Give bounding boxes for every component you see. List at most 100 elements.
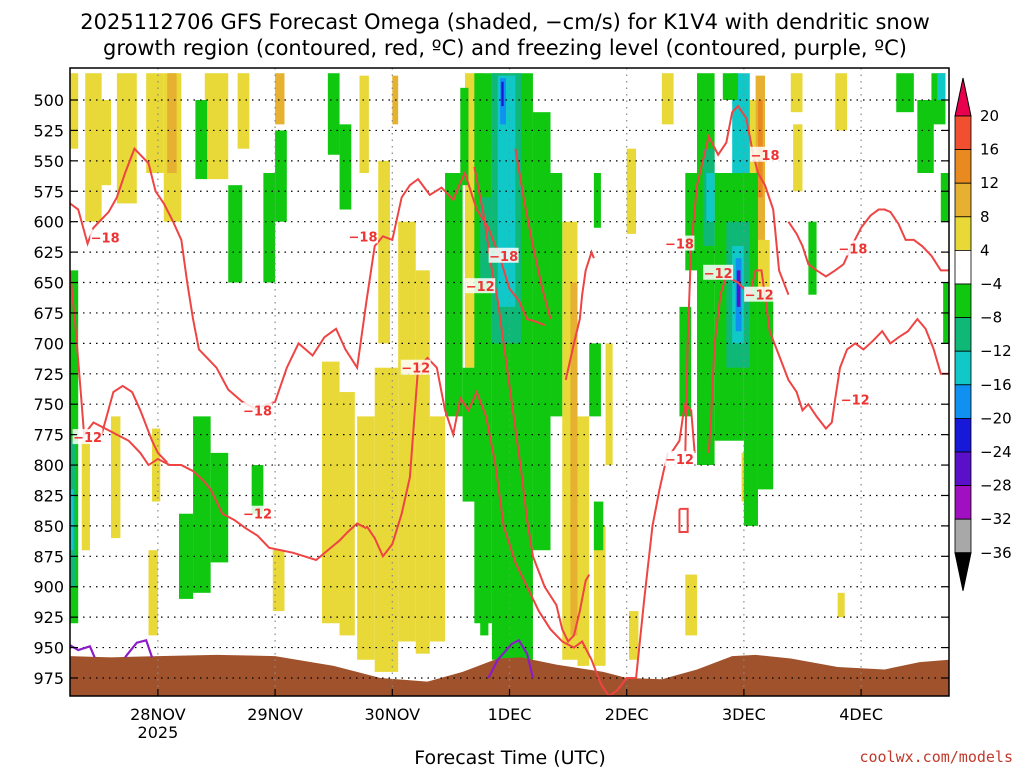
omega-region-61 <box>445 173 463 417</box>
omega-region-46 <box>70 73 79 149</box>
omega-region-31 <box>577 623 585 666</box>
omega-region-28 <box>593 525 606 666</box>
omega-region-65 <box>532 112 551 551</box>
omega-region-10 <box>152 428 161 502</box>
colorbar: 20 16 12 8 4 −4 −8 −12 −16 −20 −24 −28 −32 −36 <box>954 77 1012 591</box>
dgz-contour-2 <box>100 384 168 464</box>
colorbar-label-1: 16 <box>980 141 999 159</box>
y-tick-label-650: 650 <box>33 274 64 293</box>
dgz-label-bg-7-0 <box>664 450 695 466</box>
colorbar-label-2: 12 <box>980 174 999 192</box>
omega-region-26 <box>577 416 590 666</box>
omega-region-76 <box>685 173 698 271</box>
x-tick-sublabel-28NOV: 2025 <box>138 723 179 742</box>
omega-region-48 <box>228 185 243 283</box>
x-tick-label-3DEC: 3DEC <box>722 705 766 724</box>
freezing-level-2 <box>487 638 535 679</box>
omega-region-5 <box>204 73 229 180</box>
y-tick-label-850: 850 <box>33 517 64 536</box>
dgz-contour-10 <box>678 507 689 533</box>
dgz-label-bg-8-0 <box>664 235 695 251</box>
dgz-label-9-1: −12 <box>745 289 774 304</box>
y-tick-label-600: 600 <box>33 213 64 232</box>
dgz-label-8-0: −18 <box>665 238 694 253</box>
colorbar-swatch-1 <box>954 115 972 150</box>
dgz-contour-layer <box>70 104 949 696</box>
omega-region-88 <box>722 73 739 100</box>
omega-region-37 <box>757 239 770 295</box>
omega-region-18 <box>415 270 430 654</box>
omega-region-33 <box>626 148 637 234</box>
dgz-label-bg-5-0 <box>465 278 496 294</box>
omega-region-44 <box>275 73 285 125</box>
dgz-label-7-0: −12 <box>665 453 694 468</box>
dgz-label-bg-4-0 <box>400 359 431 375</box>
dgz-label-bg-9-1 <box>744 286 775 302</box>
x-tick-label-2DEC: 2DEC <box>605 705 649 724</box>
y-tick-label-875: 875 <box>33 547 64 566</box>
omega-region-94 <box>940 173 949 222</box>
colorbar-label-7: −12 <box>980 342 1012 360</box>
colorbar-swatch-9 <box>954 384 972 419</box>
omega-region-47 <box>195 100 208 180</box>
dgz-contour-5 <box>473 166 591 644</box>
colorbar-label-3: 8 <box>980 208 990 226</box>
omega-region-8 <box>111 416 121 539</box>
dgz-label-0-0: −18 <box>91 232 120 247</box>
dgz-contour-8 <box>684 104 790 453</box>
omega-region-52 <box>339 124 352 210</box>
dgz-contour-3 <box>260 170 546 408</box>
ground-terrain-layer <box>70 654 949 696</box>
dgz-label-0-1: −18 <box>243 404 272 419</box>
y-tick-label-975: 975 <box>33 669 64 688</box>
dgz-contour-12 <box>834 317 949 399</box>
omega-region-55 <box>70 489 74 551</box>
omega-region-59 <box>251 465 264 514</box>
y-tick-label-800: 800 <box>33 456 64 475</box>
chart-title-line-2: growth region (contoured, red, ºC) and f… <box>103 36 907 60</box>
omega-region-89 <box>808 221 817 295</box>
dgz-contour-6 <box>564 249 595 381</box>
colorbar-label-9: −20 <box>980 409 1012 427</box>
omega-region-15 <box>357 416 375 660</box>
colorbar-swatch-2 <box>954 149 972 184</box>
dgz-label-bg-11-0 <box>837 240 868 256</box>
x-tick-label-30NOV: 30NOV <box>365 705 421 724</box>
omega-region-91 <box>917 100 934 174</box>
omega-region-82 <box>706 173 715 222</box>
colorbar-swatch-8 <box>954 350 972 386</box>
dgz-label-3-0: −18 <box>349 230 378 245</box>
dgz-contour-9 <box>707 269 837 453</box>
omega-region-21 <box>359 75 369 174</box>
omega-region-4 <box>167 73 177 174</box>
dgz-contour-4 <box>365 356 669 696</box>
dgz-label-1-0: −12 <box>73 431 102 446</box>
y-tick-label-500: 500 <box>33 91 64 110</box>
omega-region-56 <box>193 416 211 593</box>
omega-region-73 <box>589 343 601 417</box>
dgz-label-bg-1-0 <box>72 429 103 445</box>
y-tick-label-700: 700 <box>33 334 64 353</box>
omega-region-27 <box>570 282 578 636</box>
omega-region-6 <box>96 100 112 186</box>
dgz-label-5-0: −12 <box>466 280 495 295</box>
chart-title-line-1: 2025112706 GFS Forecast Omega (shaded, −… <box>80 10 930 34</box>
dotted-grid <box>70 68 949 696</box>
y-tick-label-625: 625 <box>33 243 64 262</box>
y-tick-label-675: 675 <box>33 304 64 323</box>
ground-surface <box>70 654 949 696</box>
omega-region-17 <box>398 221 416 642</box>
dgz-label-12-0: −12 <box>841 393 870 408</box>
dgz-label-bg-3-1 <box>488 247 519 263</box>
y-tick-label-825: 825 <box>33 486 64 505</box>
x-tick-label-1DEC: 1DEC <box>488 705 532 724</box>
y-tick-label-750: 750 <box>33 395 64 414</box>
dgz-contour-0 <box>70 146 259 412</box>
colorbar-label-5: −4 <box>980 275 1002 293</box>
dgz-contour-1 <box>70 270 367 562</box>
omega-region-58 <box>178 513 194 599</box>
omega-region-80 <box>757 294 774 490</box>
colorbar-swatch-10 <box>954 417 972 453</box>
omega-region-74 <box>593 501 604 551</box>
